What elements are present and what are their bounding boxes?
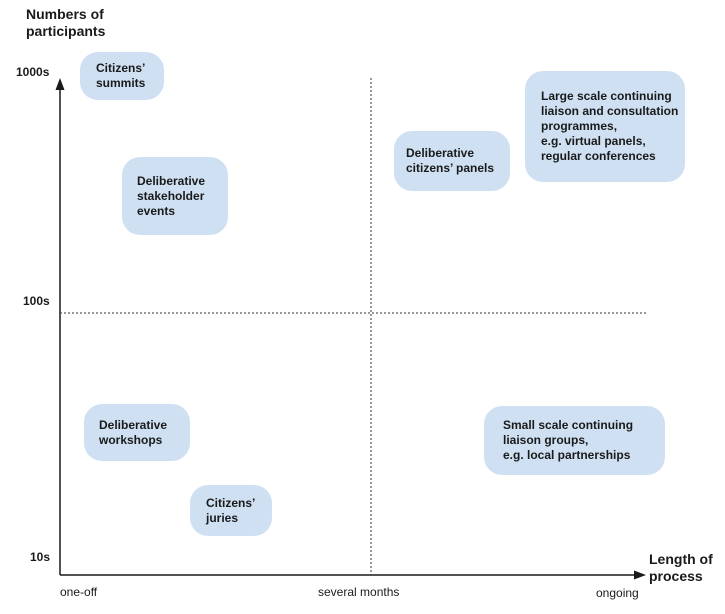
y-axis-title-line: Numbers of xyxy=(26,6,104,22)
bubble-line: Citizens’ xyxy=(206,495,256,510)
y-tick-1000s: 1000s xyxy=(16,65,50,79)
bubble-line: e.g. local partnerships xyxy=(503,448,631,462)
x-axis-title: Length of process xyxy=(649,551,713,585)
bubble-deliberative-citizens-panels: Deliberative citizens’ panels xyxy=(394,131,510,191)
bubble-line: e.g. virtual panels, xyxy=(541,134,646,148)
bubble-large-scale-continuing: Large scale continuing liaison and consu… xyxy=(525,71,685,182)
bubble-line: events xyxy=(137,203,176,218)
bubble-line: regular conferences xyxy=(541,149,656,163)
y-tick-10s: 10s xyxy=(30,550,51,564)
bubble-line: stakeholder xyxy=(137,188,205,203)
bubble-line: citizens’ panels xyxy=(406,161,495,175)
bubble-line: Deliberative xyxy=(406,146,475,160)
bubble-line: summits xyxy=(96,76,146,90)
bubble-line: Deliberative xyxy=(137,173,206,188)
bubble-small-scale-continuing: Small scale continuing liaison groups, e… xyxy=(484,406,665,475)
x-tick-ongoing: ongoing xyxy=(596,586,639,600)
bubble-line: Small scale continuing xyxy=(503,418,634,432)
x-axis-title-line: process xyxy=(649,568,703,584)
bubble-line: workshops xyxy=(99,432,163,447)
bubble-citizens-juries: Citizens’ juries xyxy=(190,485,272,536)
y-axis-title: Numbers of participants xyxy=(26,6,105,40)
x-tick-several-months: several months xyxy=(318,585,400,599)
y-tick-100s: 100s xyxy=(23,294,50,308)
bubble-line: liaison groups, xyxy=(503,433,589,447)
bubble-line: liaison and consultation xyxy=(541,104,679,118)
bubble-deliberative-workshops: Deliberative workshops xyxy=(84,404,190,461)
x-axis-arrow xyxy=(634,570,646,580)
bubble-line: Large scale continuing xyxy=(541,89,672,103)
bubble-line: juries xyxy=(206,510,239,525)
bubble-line: Deliberative xyxy=(99,417,168,432)
x-axis-title-line: Length of xyxy=(649,551,713,567)
bubble-line: Citizens’ xyxy=(96,61,146,75)
bubble-citizens-summits: Citizens’ summits xyxy=(80,52,164,100)
y-axis-title-line: participants xyxy=(26,23,106,39)
x-tick-one-off: one-off xyxy=(60,585,98,599)
y-axis-arrow xyxy=(55,78,65,90)
bubble-deliberative-stakeholder-events: Deliberative stakeholder events xyxy=(122,157,228,235)
bubble-line: programmes, xyxy=(541,119,618,133)
